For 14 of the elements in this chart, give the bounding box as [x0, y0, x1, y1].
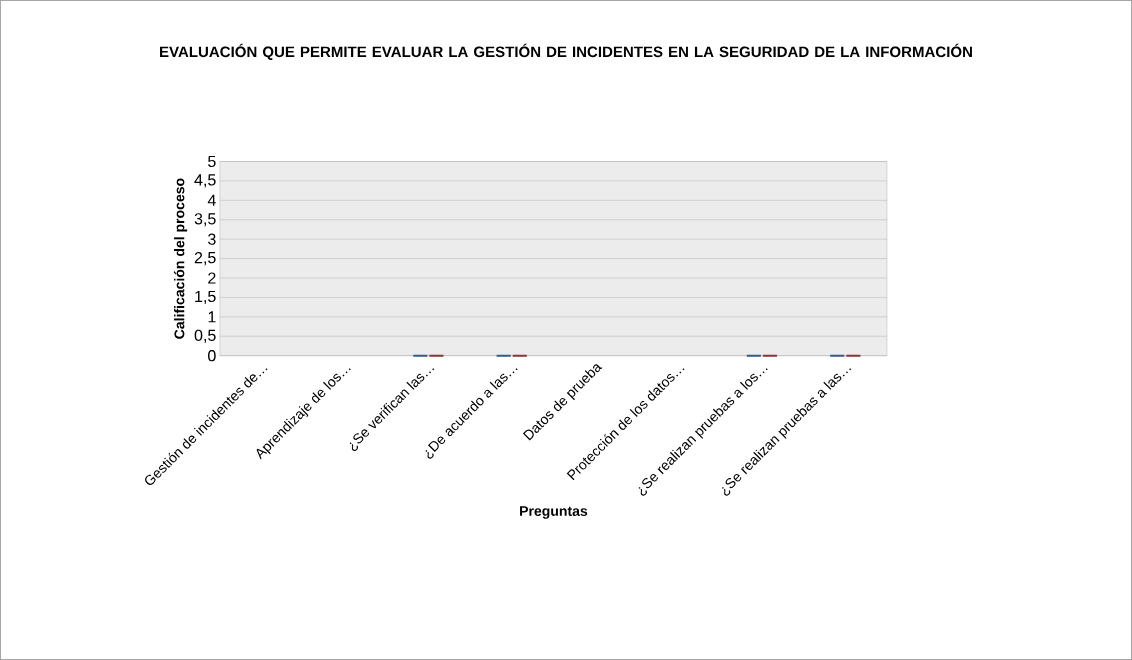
- y-tick-label: 2: [208, 272, 216, 284]
- y-tick-label: 3,5: [194, 213, 216, 227]
- y-tick-label: 2,5: [194, 251, 216, 266]
- chart-title: EVALUACIÓN QUE PERMITE EVALUAR LA GESTIÓN DE INCIDENTES EN LA SEGURIDAD DE LA INFORMACIÓN: [160, 43, 972, 60]
- y-tick-label: 0: [208, 349, 216, 362]
- x-axis-title: Preguntas: [520, 506, 588, 519]
- y-tick-label: 3: [208, 233, 216, 245]
- y-tick-label: 5: [208, 155, 216, 168]
- y-tick-label: 0,5: [194, 329, 216, 343]
- y-tick-label: 1: [208, 311, 216, 323]
- y-tick-label: 4: [207, 194, 216, 206]
- y-tick-label: 4,5: [194, 174, 216, 188]
- y-tick-label: 1,5: [195, 290, 216, 304]
- y-axis-title: Calificación del proceso: [173, 178, 188, 339]
